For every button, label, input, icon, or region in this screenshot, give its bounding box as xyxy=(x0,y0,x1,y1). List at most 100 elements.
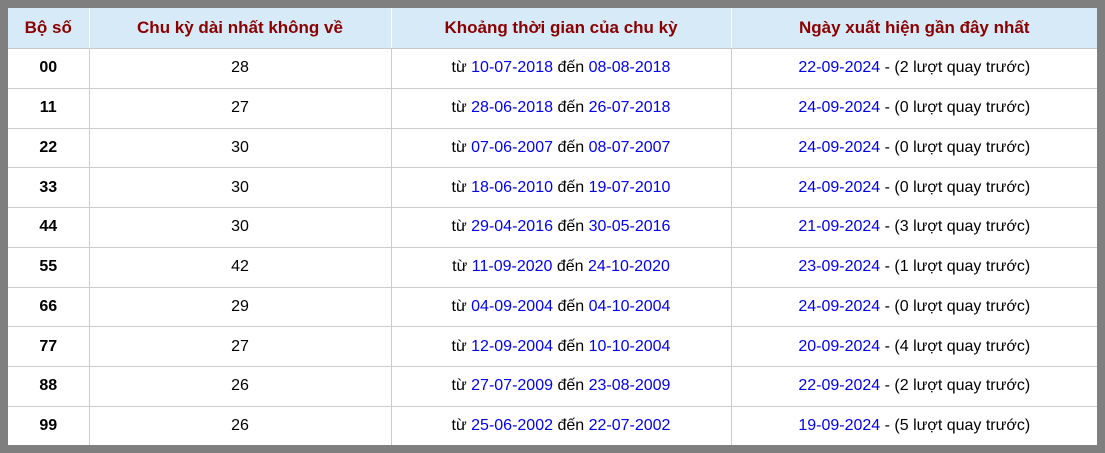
pair-cell: 77 xyxy=(8,326,90,367)
to-label: đến xyxy=(556,258,584,276)
last-note: - (0 lượt quay trước) xyxy=(884,297,1031,315)
cycle-period-cell: từ 18-06-2010 đến 19-07-2010 xyxy=(391,167,732,208)
last-note: - (2 lượt quay trước) xyxy=(884,377,1031,395)
to-date-link[interactable]: 08-08-2018 xyxy=(588,59,671,77)
from-date-link[interactable]: 07-06-2007 xyxy=(471,138,553,156)
last-seen-cell: 23-09-2024 - (1 lượt quay trước) xyxy=(731,247,1097,288)
to-label: đến xyxy=(557,377,585,395)
to-date-link[interactable]: 22-07-2002 xyxy=(588,416,671,434)
cycle-period-cell: từ 11-09-2020 đến 24-10-2020 xyxy=(391,247,732,288)
to-date-link[interactable]: 23-08-2009 xyxy=(588,377,671,395)
last-date-link[interactable]: 21-09-2024 xyxy=(798,218,881,236)
last-note: - (4 lượt quay trước) xyxy=(884,337,1031,355)
to-date-link[interactable]: 26-07-2018 xyxy=(588,99,671,117)
table-row: 66 29 từ 04-09-2004 đến 04-10-2004 24-09… xyxy=(8,287,1097,328)
to-label: đến xyxy=(557,218,585,236)
to-label: đến xyxy=(557,297,585,315)
last-note: - (0 lượt quay trước) xyxy=(884,138,1031,156)
last-note: - (2 lượt quay trước) xyxy=(884,59,1031,77)
cycle-period-cell: từ 04-09-2004 đến 04-10-2004 xyxy=(391,287,732,328)
last-date-link[interactable]: 23-09-2024 xyxy=(798,258,881,276)
cycle-length-cell: 28 xyxy=(89,48,392,89)
from-date-link[interactable]: 04-09-2004 xyxy=(471,297,553,315)
cycle-length-cell: 26 xyxy=(89,366,392,407)
to-date-link[interactable]: 30-05-2016 xyxy=(588,218,671,236)
pair-cell: 99 xyxy=(8,406,90,445)
last-date-link[interactable]: 24-09-2024 xyxy=(798,138,881,156)
to-label: đến xyxy=(557,178,585,196)
last-seen-cell: 24-09-2024 - (0 lượt quay trước) xyxy=(731,287,1097,328)
table-row: 55 42 từ 11-09-2020 đến 24-10-2020 23-09… xyxy=(8,247,1097,288)
last-seen-cell: 24-09-2024 - (0 lượt quay trước) xyxy=(731,128,1097,169)
from-label: từ xyxy=(451,377,467,395)
last-date-link[interactable]: 22-09-2024 xyxy=(798,59,881,77)
last-date-link[interactable]: 22-09-2024 xyxy=(798,377,881,395)
last-date-link[interactable]: 24-09-2024 xyxy=(798,99,881,117)
to-date-link[interactable]: 10-10-2004 xyxy=(588,337,671,355)
cycle-period-cell: từ 10-07-2018 đến 08-08-2018 xyxy=(391,48,732,89)
last-date-link[interactable]: 24-09-2024 xyxy=(798,178,881,196)
cycle-period-cell: từ 12-09-2004 đến 10-10-2004 xyxy=(391,326,732,367)
from-label: từ xyxy=(451,138,467,156)
col-header-cycle-period: Khoảng thời gian của chu kỳ xyxy=(391,8,732,49)
from-date-link[interactable]: 25-06-2002 xyxy=(471,416,553,434)
to-date-link[interactable]: 24-10-2020 xyxy=(588,258,670,276)
from-label: từ xyxy=(452,258,468,276)
header-row: Bộ số Chu kỳ dài nhất không về Khoảng th… xyxy=(8,8,1097,49)
cycle-length-cell: 27 xyxy=(89,326,392,367)
to-date-link[interactable]: 19-07-2010 xyxy=(588,178,671,196)
last-note: - (0 lượt quay trước) xyxy=(884,178,1031,196)
last-seen-cell: 19-09-2024 - (5 lượt quay trước) xyxy=(731,406,1097,445)
table-row: 00 28 từ 10-07-2018 đến 08-08-2018 22-09… xyxy=(8,48,1097,89)
from-date-link[interactable]: 18-06-2010 xyxy=(471,178,553,196)
table-row: 77 27 từ 12-09-2004 đến 10-10-2004 20-09… xyxy=(8,326,1097,367)
to-label: đến xyxy=(557,99,585,117)
from-label: từ xyxy=(451,59,467,77)
cycle-period-cell: từ 07-06-2007 đến 08-07-2007 xyxy=(391,128,732,169)
pair-cell: 11 xyxy=(8,88,90,129)
pair-cell: 66 xyxy=(8,287,90,328)
from-date-link[interactable]: 29-04-2016 xyxy=(471,218,553,236)
to-date-link[interactable]: 08-07-2007 xyxy=(588,138,671,156)
last-seen-cell: 20-09-2024 - (4 lượt quay trước) xyxy=(731,326,1097,367)
cycle-length-cell: 30 xyxy=(89,167,392,208)
from-date-link[interactable]: 27-07-2009 xyxy=(471,377,553,395)
from-label: từ xyxy=(451,337,467,355)
pair-cell: 00 xyxy=(8,48,90,89)
last-seen-cell: 24-09-2024 - (0 lượt quay trước) xyxy=(731,167,1097,208)
to-date-link[interactable]: 04-10-2004 xyxy=(588,297,671,315)
last-seen-cell: 21-09-2024 - (3 lượt quay trước) xyxy=(731,207,1097,248)
cycle-period-cell: từ 27-07-2009 đến 23-08-2009 xyxy=(391,366,732,407)
cycle-length-cell: 27 xyxy=(89,88,392,129)
last-note: - (3 lượt quay trước) xyxy=(884,218,1031,236)
from-date-link[interactable]: 11-09-2020 xyxy=(471,258,553,276)
last-date-link[interactable]: 19-09-2024 xyxy=(798,416,881,434)
from-label: từ xyxy=(451,218,467,236)
pair-cell: 22 xyxy=(8,128,90,169)
lottery-pair-cycle-table: Bộ số Chu kỳ dài nhất không về Khoảng th… xyxy=(8,8,1097,445)
pair-cell: 33 xyxy=(8,167,90,208)
cycle-length-cell: 30 xyxy=(89,207,392,248)
from-date-link[interactable]: 12-09-2004 xyxy=(471,337,553,355)
table-row: 33 30 từ 18-06-2010 đến 19-07-2010 24-09… xyxy=(8,167,1097,208)
from-label: từ xyxy=(451,99,467,117)
table-row: 11 27 từ 28-06-2018 đến 26-07-2018 24-09… xyxy=(8,88,1097,129)
last-note: - (1 lượt quay trước) xyxy=(884,258,1031,276)
cycle-length-cell: 29 xyxy=(89,287,392,328)
last-note: - (5 lượt quay trước) xyxy=(884,416,1031,434)
from-date-link[interactable]: 28-06-2018 xyxy=(471,99,553,117)
cycle-period-cell: từ 29-04-2016 đến 30-05-2016 xyxy=(391,207,732,248)
to-label: đến xyxy=(557,59,585,77)
last-date-link[interactable]: 20-09-2024 xyxy=(798,337,881,355)
cycle-period-cell: từ 28-06-2018 đến 26-07-2018 xyxy=(391,88,732,129)
table-row: 88 26 từ 27-07-2009 đến 23-08-2009 22-09… xyxy=(8,366,1097,407)
last-date-link[interactable]: 24-09-2024 xyxy=(798,297,881,315)
pair-cell: 88 xyxy=(8,366,90,407)
from-date-link[interactable]: 10-07-2018 xyxy=(471,59,553,77)
from-label: từ xyxy=(451,297,467,315)
to-label: đến xyxy=(557,138,585,156)
last-seen-cell: 24-09-2024 - (0 lượt quay trước) xyxy=(731,88,1097,129)
cycle-period-cell: từ 25-06-2002 đến 22-07-2002 xyxy=(391,406,732,445)
from-label: từ xyxy=(451,416,467,434)
last-seen-cell: 22-09-2024 - (2 lượt quay trước) xyxy=(731,366,1097,407)
